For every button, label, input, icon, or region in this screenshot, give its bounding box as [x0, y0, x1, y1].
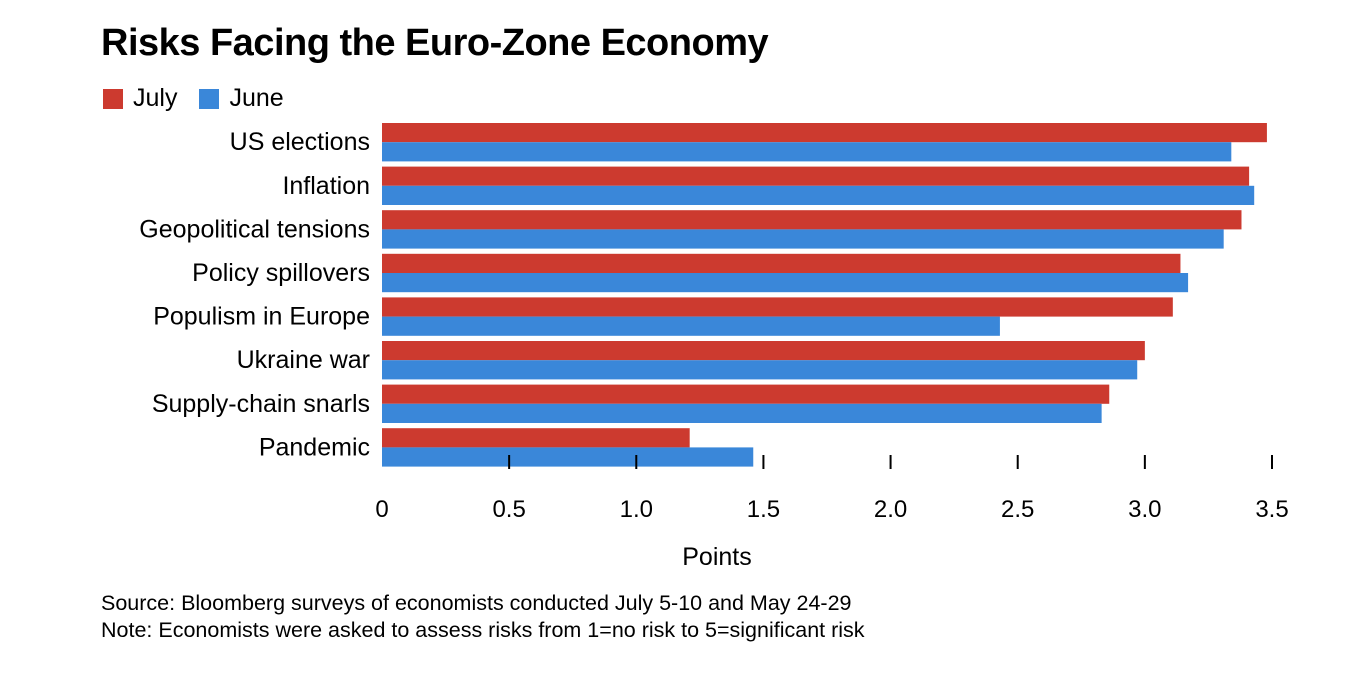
bar-july-3 — [382, 253, 1181, 273]
bar-july-4 — [382, 297, 1173, 317]
x-tick-label-2: 1.0 — [620, 496, 653, 523]
chart-legend: July June — [103, 84, 306, 113]
legend-swatch-july — [103, 88, 123, 109]
category-label-7: Pandemic — [259, 433, 370, 461]
bar-june-5 — [382, 360, 1138, 380]
x-tick-label-5: 2.5 — [1001, 496, 1034, 523]
legend-label-june: June — [229, 84, 284, 112]
x-tick-label-3: 1.5 — [747, 496, 780, 523]
category-label-3: Policy spillovers — [192, 259, 370, 287]
bar-july-2 — [382, 210, 1242, 230]
x-tick-label-0: 0 — [375, 496, 388, 523]
footnotes: Source: Bloomberg surveys of economists … — [101, 590, 865, 644]
legend-item-july: July — [103, 84, 177, 113]
bar-july-6 — [382, 384, 1110, 404]
bar-june-1 — [382, 185, 1255, 205]
category-label-2: Geopolitical tensions — [139, 215, 370, 243]
x-axis-label: Points — [682, 543, 751, 571]
category-label-5: Ukraine war — [237, 346, 370, 374]
bar-july-0 — [382, 123, 1267, 143]
x-tick-label-6: 3.0 — [1128, 496, 1161, 523]
methodology-note: Note: Economists were asked to assess ri… — [101, 618, 865, 642]
bar-june-0 — [382, 142, 1232, 162]
bar-june-4 — [382, 316, 1000, 336]
x-tick-label-1: 0.5 — [492, 496, 525, 523]
legend-item-june: June — [199, 84, 284, 113]
chart-title: Risks Facing the Euro-Zone Economy — [101, 22, 769, 64]
bar-july-1 — [382, 166, 1250, 186]
bar-june-7 — [382, 447, 754, 467]
legend-label-july: July — [133, 84, 178, 112]
category-label-6: Supply-chain snarls — [152, 390, 370, 418]
bar-july-5 — [382, 341, 1145, 361]
category-label-4: Populism in Europe — [153, 303, 370, 331]
category-label-0: US elections — [230, 128, 370, 156]
legend-swatch-june — [199, 88, 220, 109]
x-tick-label-7: 3.5 — [1255, 496, 1288, 523]
bar-june-6 — [382, 403, 1102, 423]
bar-june-2 — [382, 229, 1224, 249]
bar-june-3 — [382, 273, 1189, 293]
bar-july-7 — [382, 428, 690, 448]
category-label-1: Inflation — [282, 172, 370, 200]
x-tick-label-4: 2.0 — [874, 496, 907, 523]
source-note: Source: Bloomberg surveys of economists … — [101, 591, 852, 615]
